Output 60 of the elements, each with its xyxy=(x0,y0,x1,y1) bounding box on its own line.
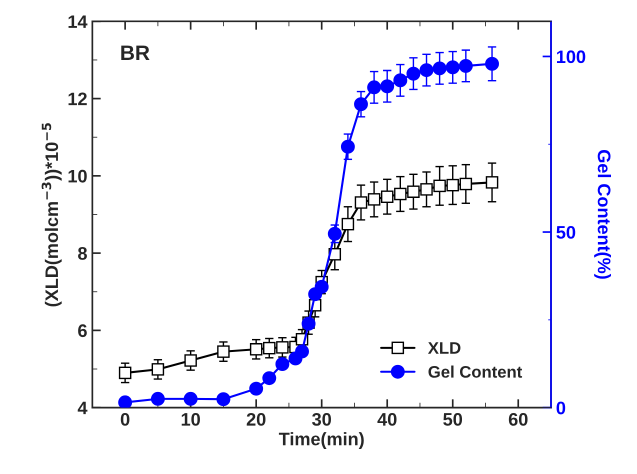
point xyxy=(420,183,433,196)
point xyxy=(249,382,264,396)
legend-label: Gel Content xyxy=(428,366,522,378)
point xyxy=(354,196,368,209)
y-axis-title: (XLD(molcm$^{−3}$))*10$^{−5}$ xyxy=(42,123,62,306)
point xyxy=(354,97,368,112)
point xyxy=(184,354,197,367)
x-axis-title: Time(min) xyxy=(278,432,364,449)
y2-tick-label: 50 xyxy=(556,226,576,239)
point xyxy=(295,344,309,358)
point xyxy=(458,58,473,73)
point xyxy=(460,178,472,190)
point xyxy=(367,80,382,94)
y-tick-label: 10 xyxy=(68,170,87,183)
point xyxy=(342,218,354,230)
point xyxy=(380,79,394,94)
point xyxy=(407,185,420,198)
point xyxy=(217,345,230,358)
point xyxy=(262,371,276,386)
point xyxy=(328,226,342,241)
point xyxy=(485,56,499,71)
point xyxy=(380,190,394,203)
y-tick-label: 14 xyxy=(68,15,88,28)
point xyxy=(394,188,407,200)
y2-axis-title: Gel Content(%) xyxy=(594,150,611,279)
y-tick-label: 12 xyxy=(68,92,87,106)
point xyxy=(446,178,459,192)
y-tick-label: 8 xyxy=(78,247,87,260)
point xyxy=(393,73,408,88)
x-tick-label: 10 xyxy=(182,412,200,426)
y-tick-label: 6 xyxy=(78,324,87,338)
x-tick-label: 0 xyxy=(120,412,130,426)
point xyxy=(433,180,446,192)
point xyxy=(150,392,165,406)
y-tick-label: 4 xyxy=(78,402,88,414)
legend-label: XLD xyxy=(428,342,460,354)
point xyxy=(118,395,132,408)
point xyxy=(420,63,434,78)
x-tick-label: 20 xyxy=(246,412,266,426)
point xyxy=(432,61,447,76)
x-tick-label: 40 xyxy=(377,412,397,426)
point xyxy=(446,60,460,74)
point xyxy=(275,357,290,372)
y2-tick-label: 100 xyxy=(557,50,586,64)
point xyxy=(216,392,230,406)
point xyxy=(263,342,276,354)
point xyxy=(406,66,420,81)
point xyxy=(118,366,132,380)
annotation: BR xyxy=(121,46,150,60)
point xyxy=(250,343,262,356)
point xyxy=(184,392,198,406)
x-tick-label: 50 xyxy=(443,412,462,426)
y2-tick-label: 0 xyxy=(556,402,566,414)
x-tick-label: 30 xyxy=(312,412,331,426)
point xyxy=(368,193,380,206)
point xyxy=(340,140,355,154)
point xyxy=(276,341,289,354)
point xyxy=(486,176,498,189)
point xyxy=(152,363,164,376)
x-tick-label: 60 xyxy=(508,412,528,426)
